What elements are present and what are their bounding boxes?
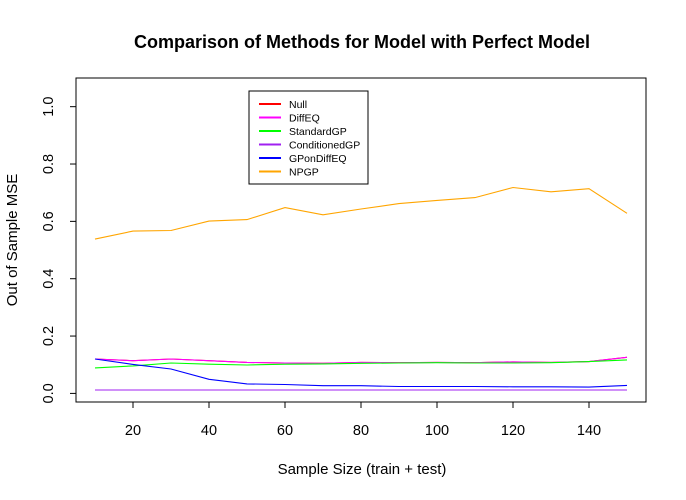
- legend-label: StandardGP: [289, 126, 347, 138]
- y-axis: 0.0 0.2 0.4 0.6 0.8 1.0: [41, 97, 77, 403]
- y-tick-label: 0.8: [41, 154, 57, 174]
- y-tick-label: 0.4: [41, 269, 57, 289]
- series-layer: [94, 186, 628, 391]
- legend-label: NPGP: [289, 167, 319, 179]
- legend-label: GPonDiffEQ: [289, 153, 347, 165]
- legend-box: [248, 90, 369, 185]
- x-tick-label: 40: [201, 423, 217, 439]
- chart-title: Comparison of Methods for Model with Per…: [134, 32, 590, 52]
- x-tick-label: 20: [125, 423, 141, 439]
- x-tick-label: 120: [501, 423, 525, 439]
- y-tick-label: 0.0: [41, 383, 57, 403]
- y-tick-label: 0.2: [41, 326, 57, 346]
- series-line-npgp: [94, 186, 628, 240]
- legend-label: DiffEQ: [289, 113, 320, 125]
- x-tick-label: 140: [577, 423, 601, 439]
- series-line-standardgp: [94, 359, 628, 369]
- y-tick-label: 1.0: [41, 97, 57, 117]
- legend-label: ConditionedGP: [289, 140, 360, 152]
- x-tick-label: 60: [277, 423, 293, 439]
- y-tick-label: 0.6: [41, 211, 57, 231]
- series-line-diffeq: [94, 356, 628, 364]
- x-axis: 20 40 60 80 100 120 140: [125, 401, 601, 439]
- legend-label: Null: [289, 99, 307, 111]
- series-line-gpondiffeq: [94, 358, 628, 388]
- x-axis-label: Sample Size (train + test): [278, 461, 447, 478]
- x-tick-label: 80: [353, 423, 369, 439]
- y-axis-label: Out of Sample MSE: [4, 174, 21, 307]
- x-tick-label: 100: [425, 423, 449, 439]
